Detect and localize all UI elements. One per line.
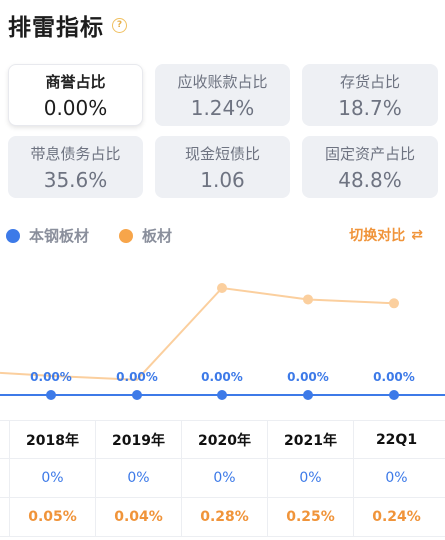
- table-cell: 0%: [353, 459, 439, 497]
- card-value: 0.00%: [43, 95, 108, 120]
- card-inventory-ratio[interactable]: 存货占比 18.7%: [302, 64, 438, 126]
- data-table: 2018年 2019年 2020年 2021年 22Q1 0% 0% 0% 0%…: [0, 420, 445, 537]
- page-title: 排雷指标: [8, 15, 104, 41]
- data-point-industry: [303, 294, 313, 305]
- legend-item-company[interactable]: 本钢板材: [6, 225, 89, 246]
- table-cell: 0.25%: [267, 498, 353, 536]
- card-label: 固定资产占比: [324, 144, 415, 163]
- table-row-industry: 0.05% 0.04% 0.28% 0.25% 0.24%: [0, 498, 445, 537]
- header: 排雷指标 ?: [8, 8, 127, 42]
- table-row-company: 0% 0% 0% 0% 0%: [0, 459, 445, 498]
- data-label-company: 0.00%: [201, 370, 243, 384]
- data-point-company: [46, 390, 56, 400]
- card-receivables-ratio[interactable]: 应收账款占比 1.24%: [155, 64, 290, 126]
- table-cell: 0%: [95, 459, 181, 497]
- data-point-company: [303, 390, 313, 400]
- table-cell: 0%: [267, 459, 353, 497]
- card-value: 18.7%: [338, 95, 402, 120]
- table-cell: 0%: [181, 459, 267, 497]
- table-cell: 0%: [9, 459, 95, 497]
- table-header-cell: 2020年: [181, 421, 267, 458]
- data-label-company: 0.00%: [373, 370, 415, 384]
- legend-dot-icon: [119, 228, 134, 243]
- table-header-row: 2018年 2019年 2020年 2021年 22Q1: [0, 420, 445, 459]
- legend-label: 本钢板材: [29, 227, 90, 245]
- legend-label: 板材: [142, 227, 173, 245]
- data-label-company: 0.00%: [116, 370, 158, 384]
- legend-dot-icon: [6, 228, 20, 243]
- card-value: 1.06: [200, 167, 245, 192]
- switch-label: 切换对比: [349, 228, 406, 244]
- card-goodwill-ratio[interactable]: 商誉占比 0.00%: [8, 64, 143, 126]
- data-point-industry: [389, 298, 399, 309]
- card-value: 35.6%: [43, 167, 108, 192]
- table-header-cell: 2018年: [9, 421, 95, 458]
- card-value: 1.24%: [190, 95, 255, 120]
- question-circle-icon[interactable]: ?: [112, 17, 127, 33]
- switch-icon: ⇄: [411, 227, 423, 243]
- data-point-company: [217, 390, 227, 400]
- card-value: 48.8%: [338, 167, 402, 192]
- line-chart: 0.00% 0.00% 0.00% 0.00% 0.00%: [0, 283, 445, 400]
- table-cell: 0.24%: [353, 498, 439, 536]
- chart-legend: 本钢板材 板材: [6, 225, 202, 246]
- legend-item-industry[interactable]: 板材: [119, 225, 172, 246]
- indicator-grid: 商誉占比 0.00% 应收账款占比 1.24% 存货占比 18.7% 带息债务占…: [8, 64, 445, 198]
- card-cash-short-debt-ratio[interactable]: 现金短债比 1.06: [155, 136, 290, 198]
- card-label: 商誉占比: [45, 72, 106, 91]
- data-point-company: [389, 390, 399, 400]
- table-cell-spacer: [0, 498, 9, 536]
- table-header-cell: 2019年: [95, 421, 181, 458]
- data-label-company: 0.00%: [287, 370, 329, 384]
- switch-compare-button[interactable]: 切换对比 ⇄: [349, 225, 423, 245]
- card-interest-debt-ratio[interactable]: 带息债务占比 35.6%: [8, 136, 143, 198]
- table-cell-spacer: [0, 459, 9, 497]
- table-header-cell: 22Q1: [353, 421, 439, 458]
- card-label: 应收账款占比: [177, 72, 268, 91]
- card-label: 带息债务占比: [30, 144, 121, 163]
- data-point-industry: [217, 283, 227, 293]
- table-cell: 0.05%: [9, 498, 95, 536]
- card-label: 存货占比: [339, 72, 400, 91]
- table-header-cell: 2021年: [267, 421, 353, 458]
- table-cell: 0.04%: [95, 498, 181, 536]
- table-cell: 0.28%: [181, 498, 267, 536]
- data-label-company: 0.00%: [30, 370, 72, 384]
- series-line-industry: [0, 286, 395, 381]
- table-cell-spacer: [0, 421, 9, 458]
- data-point-company: [132, 390, 142, 400]
- card-fixed-assets-ratio[interactable]: 固定资产占比 48.8%: [302, 136, 438, 198]
- card-label: 现金短债比: [184, 144, 260, 163]
